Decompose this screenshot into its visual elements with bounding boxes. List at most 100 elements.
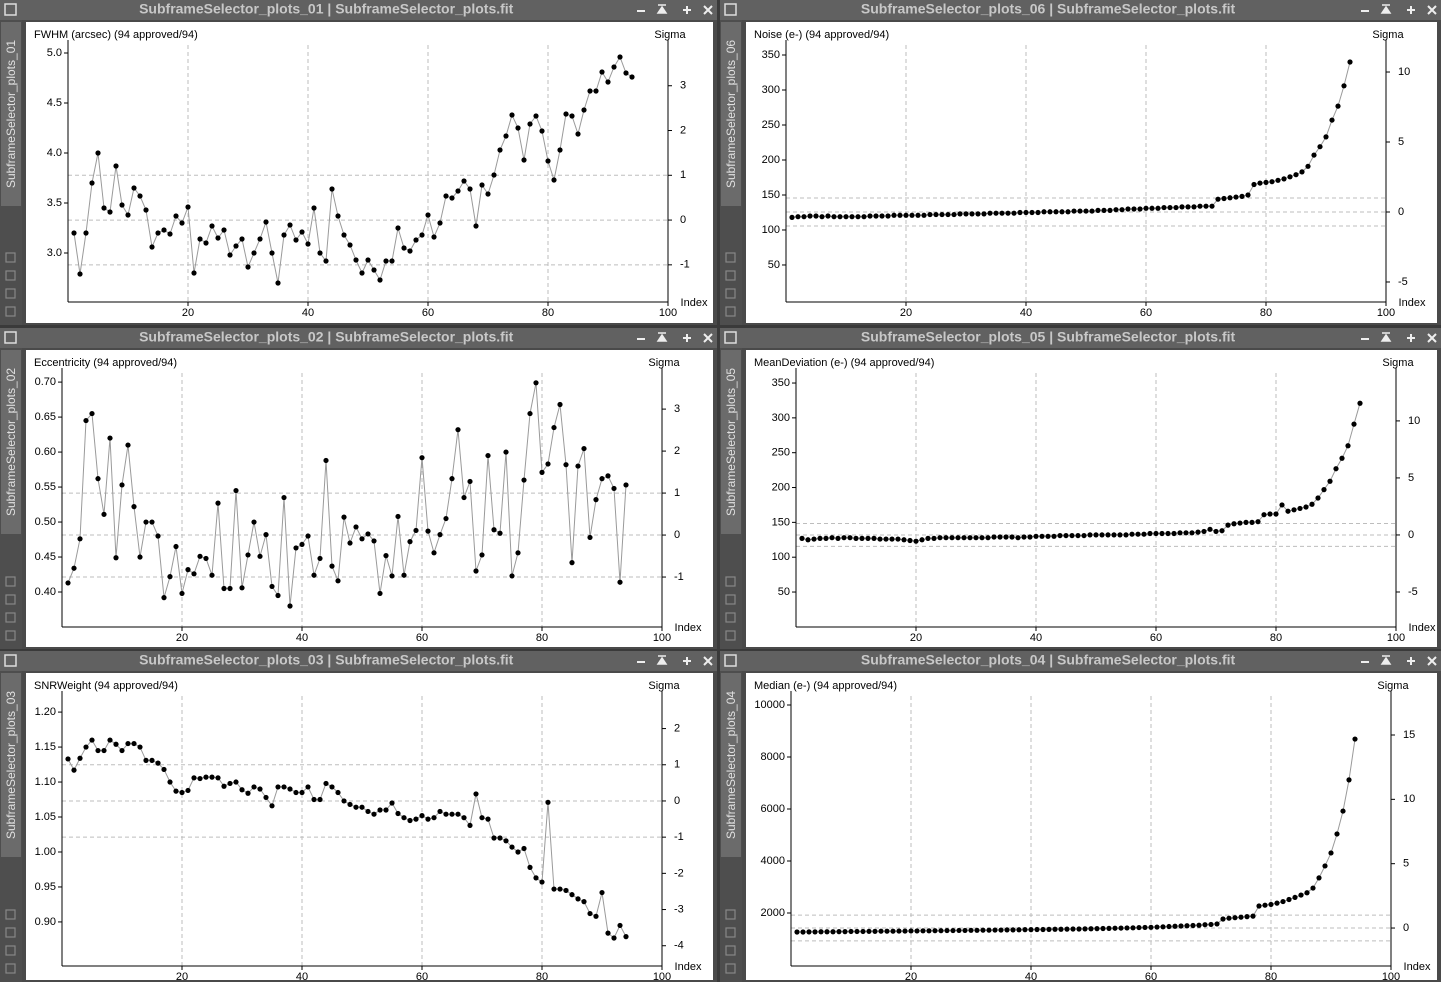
data-point bbox=[829, 535, 835, 541]
maximize-button[interactable] bbox=[1407, 6, 1415, 14]
side-icon[interactable] bbox=[725, 963, 736, 974]
data-point bbox=[1021, 534, 1027, 540]
y-tick-label: 100 bbox=[772, 551, 790, 563]
data-point bbox=[527, 121, 533, 127]
data-point bbox=[1309, 501, 1315, 507]
data-point bbox=[167, 779, 173, 785]
y2-tick-label: -3 bbox=[674, 903, 684, 915]
shade-button[interactable] bbox=[1380, 4, 1392, 14]
data-point bbox=[830, 929, 836, 935]
side-icon[interactable] bbox=[5, 612, 16, 623]
side-icon[interactable] bbox=[5, 306, 16, 317]
shade-button[interactable] bbox=[1380, 332, 1392, 342]
data-point bbox=[1059, 209, 1065, 215]
side-icon[interactable] bbox=[725, 252, 736, 263]
side-icon[interactable] bbox=[5, 576, 16, 587]
shade-button[interactable] bbox=[656, 332, 668, 342]
data-point bbox=[1275, 177, 1281, 183]
data-point bbox=[617, 54, 623, 60]
side-icon[interactable] bbox=[5, 945, 16, 956]
side-tab[interactable] bbox=[1, 350, 21, 534]
side-tab[interactable] bbox=[1, 22, 21, 206]
side-tab[interactable] bbox=[721, 22, 741, 206]
side-tab[interactable] bbox=[721, 350, 741, 534]
maximize-button[interactable] bbox=[1407, 657, 1415, 665]
x-tick-label: 20 bbox=[176, 632, 188, 644]
data-point bbox=[1357, 400, 1363, 406]
side-icon[interactable] bbox=[725, 945, 736, 956]
data-point bbox=[799, 535, 805, 541]
data-point bbox=[975, 211, 981, 217]
side-icon[interactable] bbox=[5, 630, 16, 641]
side-icon[interactable] bbox=[5, 288, 16, 299]
side-icon[interactable] bbox=[725, 576, 736, 587]
data-point bbox=[257, 786, 263, 792]
data-point bbox=[425, 212, 431, 218]
side-icon[interactable] bbox=[725, 630, 736, 641]
data-point bbox=[521, 477, 527, 483]
y-tick-label: 8000 bbox=[761, 751, 785, 763]
data-point bbox=[329, 784, 335, 790]
data-point bbox=[257, 236, 263, 242]
data-point bbox=[581, 107, 587, 113]
data-point bbox=[239, 236, 245, 242]
data-point bbox=[203, 555, 209, 562]
side-icon[interactable] bbox=[725, 306, 736, 317]
side-icon[interactable] bbox=[725, 612, 736, 623]
data-point bbox=[1160, 924, 1166, 930]
close-button[interactable] bbox=[1427, 5, 1437, 15]
data-point bbox=[1269, 179, 1275, 185]
side-icon[interactable] bbox=[5, 270, 16, 281]
shade-button[interactable] bbox=[1380, 655, 1392, 665]
shade-button[interactable] bbox=[656, 655, 668, 665]
side-icon[interactable] bbox=[725, 288, 736, 299]
side-tab-label: SubframeSelector_plots_02 bbox=[4, 368, 18, 516]
data-point bbox=[921, 212, 927, 218]
close-button[interactable] bbox=[1427, 333, 1437, 343]
close-button[interactable] bbox=[703, 5, 713, 15]
side-icon[interactable] bbox=[725, 270, 736, 281]
data-point bbox=[1028, 927, 1034, 933]
side-icon[interactable] bbox=[725, 594, 736, 605]
close-button[interactable] bbox=[1427, 656, 1437, 666]
side-icon[interactable] bbox=[5, 909, 16, 920]
data-point bbox=[551, 886, 557, 892]
data-point bbox=[407, 248, 413, 254]
close-button[interactable] bbox=[703, 333, 713, 343]
data-point bbox=[323, 780, 329, 787]
x-tick-label: 40 bbox=[1025, 971, 1037, 982]
title-bar bbox=[720, 651, 1441, 671]
data-point bbox=[383, 807, 389, 813]
y2-tick-label: 2 bbox=[680, 124, 686, 136]
maximize-button[interactable] bbox=[683, 6, 691, 14]
data-point bbox=[1220, 916, 1226, 922]
x-tick-label: 100 bbox=[653, 632, 671, 644]
data-point bbox=[77, 536, 83, 542]
data-point bbox=[209, 572, 215, 578]
data-point bbox=[581, 445, 587, 452]
side-icon[interactable] bbox=[5, 963, 16, 974]
maximize-button[interactable] bbox=[1407, 334, 1415, 342]
data-point bbox=[926, 928, 932, 934]
data-point bbox=[197, 236, 203, 242]
shade-button[interactable] bbox=[656, 4, 668, 14]
close-button[interactable] bbox=[703, 656, 713, 666]
side-icon[interactable] bbox=[725, 927, 736, 938]
maximize-button[interactable] bbox=[683, 334, 691, 342]
side-tab[interactable] bbox=[1, 673, 21, 857]
side-icon[interactable] bbox=[5, 594, 16, 605]
side-icon[interactable] bbox=[5, 252, 16, 263]
data-point bbox=[1268, 901, 1274, 908]
window-title: SubframeSelector_plots_02 | SubframeSele… bbox=[139, 329, 514, 345]
data-point bbox=[1225, 522, 1231, 528]
maximize-button[interactable] bbox=[683, 657, 691, 665]
x-tick-label: 40 bbox=[296, 632, 308, 644]
side-icon[interactable] bbox=[725, 909, 736, 920]
data-point bbox=[611, 485, 617, 492]
side-icon[interactable] bbox=[5, 927, 16, 938]
side-tab[interactable] bbox=[721, 673, 741, 857]
data-point bbox=[909, 212, 915, 218]
data-line bbox=[73, 55, 633, 284]
y2-axis-label: Sigma bbox=[1372, 29, 1404, 41]
data-point bbox=[599, 476, 605, 482]
